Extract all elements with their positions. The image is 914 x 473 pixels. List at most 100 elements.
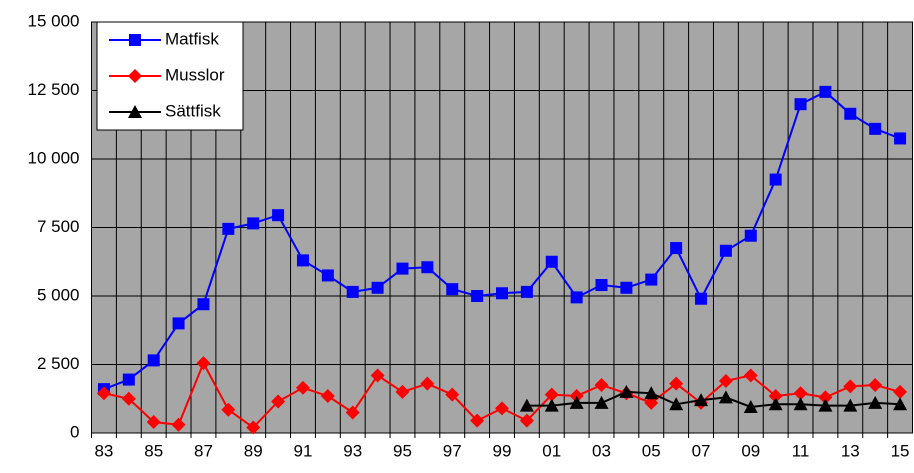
y-tick-label: 12 500 [28, 80, 80, 99]
x-tick-label: 97 [443, 441, 462, 460]
x-tick-label: 93 [343, 441, 362, 460]
marker [345, 405, 360, 420]
marker [272, 209, 285, 222]
marker [793, 386, 808, 401]
marker [793, 397, 808, 411]
x-tick-label: 09 [741, 441, 760, 460]
marker [570, 291, 583, 304]
x-tick-label: 15 [891, 441, 910, 460]
x-tick-label: 85 [144, 441, 163, 460]
marker [669, 376, 684, 391]
marker [744, 229, 757, 242]
marker [620, 281, 633, 294]
marker [146, 415, 161, 430]
marker [893, 384, 908, 399]
x-tick-label: 87 [194, 441, 213, 460]
marker [197, 298, 210, 311]
marker [246, 420, 261, 435]
legend-label: Musslor [165, 65, 225, 84]
marker [893, 397, 908, 411]
x-tick-label: 91 [294, 441, 313, 460]
plot-border [91, 21, 913, 434]
y-tick-label: 10 000 [28, 148, 80, 167]
marker [769, 173, 782, 186]
y-tick-label: 0 [70, 422, 79, 441]
marker [171, 417, 186, 432]
marker [271, 394, 286, 409]
marker [818, 390, 833, 405]
marker [296, 254, 309, 267]
x-tick-label: 83 [94, 441, 113, 460]
marker [519, 398, 534, 412]
marker [719, 244, 732, 257]
marker [768, 397, 783, 411]
marker [421, 261, 434, 274]
marker [794, 98, 807, 111]
marker [395, 384, 410, 399]
marker [868, 395, 883, 409]
legend-marker [129, 34, 141, 46]
marker [196, 356, 211, 371]
marker [321, 269, 334, 282]
marker [768, 389, 783, 404]
y-tick-label: 7 500 [37, 217, 80, 236]
marker [496, 287, 508, 300]
marker [569, 395, 584, 409]
marker [122, 373, 135, 386]
marker [471, 290, 484, 302]
marker [470, 413, 485, 428]
x-tick-label: 13 [841, 441, 860, 460]
marker [818, 398, 833, 412]
marker [594, 395, 609, 409]
marker [718, 390, 733, 404]
x-tick-label: 07 [692, 441, 711, 460]
marker [446, 283, 459, 296]
y-tick-label: 2 500 [37, 354, 80, 373]
marker [743, 399, 758, 413]
x-tick-label: 03 [592, 441, 611, 460]
marker [147, 354, 160, 367]
series-line [526, 390, 901, 408]
marker [295, 380, 310, 395]
marker [544, 387, 559, 402]
marker [172, 317, 185, 330]
marker [695, 292, 708, 305]
marker [619, 384, 634, 398]
marker [843, 398, 858, 412]
marker [495, 401, 509, 416]
x-tick-label: 89 [244, 441, 263, 460]
marker [843, 379, 858, 394]
marker [445, 387, 460, 402]
marker [819, 85, 832, 98]
y-tick-label: 15 000 [28, 11, 80, 30]
y-tick-label: 5 000 [37, 285, 80, 304]
marker [670, 242, 683, 255]
marker [96, 386, 111, 401]
legend-label: Matfisk [165, 29, 219, 48]
marker [894, 132, 907, 145]
marker [694, 393, 709, 407]
marker [645, 273, 658, 286]
legend-marker [128, 69, 142, 83]
marker [844, 107, 857, 120]
x-tick-label: 01 [542, 441, 561, 460]
marker [370, 368, 385, 383]
marker [869, 122, 882, 135]
marker [247, 217, 260, 230]
marker [520, 285, 533, 298]
marker [718, 373, 733, 388]
marker [743, 368, 758, 383]
x-tick-label: 11 [792, 441, 810, 460]
x-tick-label: 99 [493, 441, 512, 460]
x-tick-label: 95 [393, 441, 412, 460]
marker [396, 262, 409, 275]
marker [669, 397, 684, 411]
x-tick-label: 05 [642, 441, 661, 460]
marker [371, 281, 384, 294]
marker [545, 255, 558, 268]
legend-label: Sättfisk [165, 101, 221, 120]
marker [420, 376, 435, 391]
marker [868, 378, 883, 393]
legend-marker [128, 105, 142, 118]
marker [644, 386, 659, 400]
